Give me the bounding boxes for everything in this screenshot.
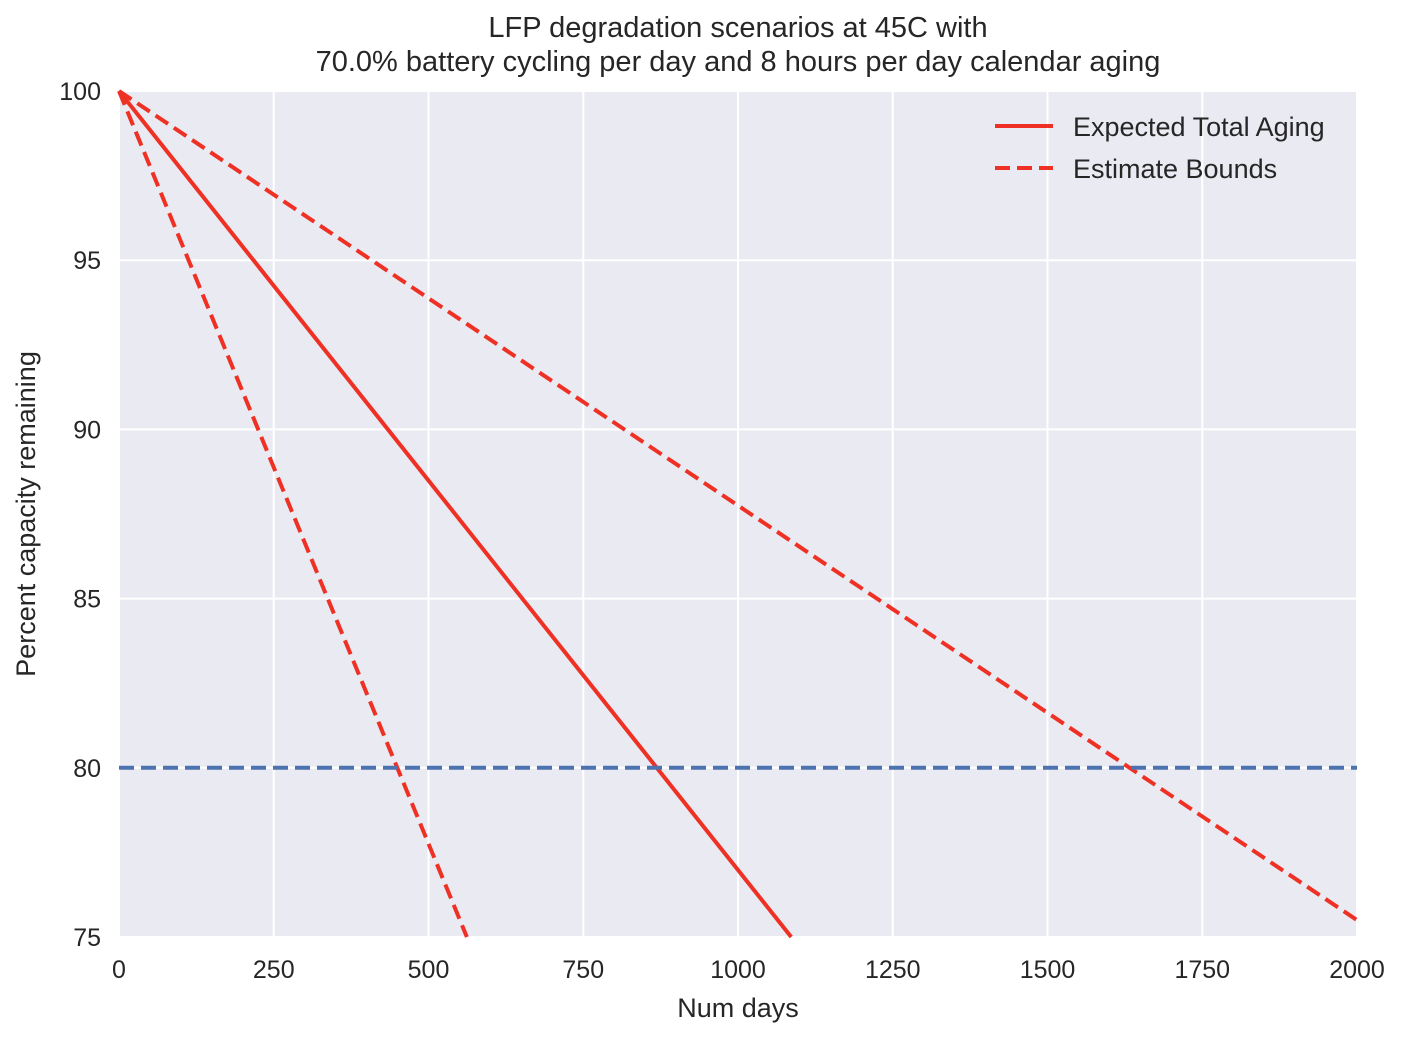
tick-labels: 0 250 500 750 1000 1250 1500 1750 2000 75 80 85 90 95… [59, 78, 1385, 984]
x-tick-label: 1250 [865, 956, 921, 984]
legend-label-bounds: Estimate Bounds [1073, 154, 1277, 184]
series-lines [117, 89, 1359, 939]
chart-title-line1: LFP degradation scenarios at 45C with [488, 12, 987, 44]
series-line-estimate-bounds-upper [117, 89, 1359, 922]
y-tick-label: 85 [73, 586, 101, 614]
x-tick-label: 750 [562, 956, 604, 984]
y-tick-label: 100 [59, 78, 101, 106]
y-tick-label: 80 [73, 755, 101, 783]
x-axis-label: Num days [677, 993, 799, 1023]
x-tick-label: 2000 [1329, 956, 1385, 984]
legend-label-expected: Expected Total Aging [1073, 112, 1325, 142]
y-tick-label: 90 [73, 416, 101, 444]
legend: Expected Total Aging Estimate Bounds [995, 112, 1325, 184]
x-tick-label: 500 [408, 956, 450, 984]
x-tick-label: 250 [253, 956, 295, 984]
y-tick-label: 75 [73, 924, 101, 952]
x-tick-label: 1500 [1020, 956, 1076, 984]
x-tick-label: 0 [112, 956, 126, 984]
chart-title-line2: 70.0% battery cycling per day and 8 hour… [316, 46, 1161, 78]
series-line-expected-total-aging [117, 89, 793, 939]
series-line-estimate-bounds-lower [117, 90, 469, 938]
x-tick-label: 1750 [1174, 956, 1230, 984]
y-axis-label: Percent capacity remaining [11, 351, 41, 677]
y-tick-label: 95 [73, 247, 101, 275]
x-tick-label: 1000 [710, 956, 766, 984]
